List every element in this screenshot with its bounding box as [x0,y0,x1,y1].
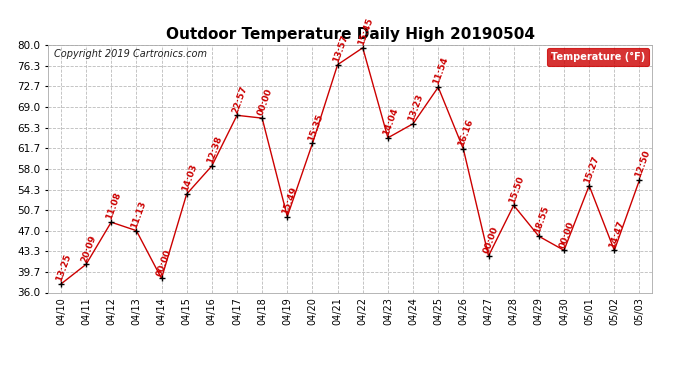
Text: 00:00: 00:00 [482,225,500,255]
Text: 13:23: 13:23 [406,93,425,123]
Text: 13:57: 13:57 [331,33,349,63]
Text: 00:00: 00:00 [155,248,173,278]
Text: 20:09: 20:09 [79,233,98,263]
Text: 15:50: 15:50 [507,174,526,204]
Text: 14:04: 14:04 [382,106,400,137]
Text: 14:03: 14:03 [180,163,199,193]
Text: 22:57: 22:57 [230,84,249,114]
Text: 11:54: 11:54 [432,56,450,86]
Text: 12:38: 12:38 [206,135,224,165]
Text: 00:00: 00:00 [256,87,274,117]
Text: 11:13: 11:13 [130,200,148,230]
Text: 18:55: 18:55 [533,205,551,235]
Text: 14:47: 14:47 [608,219,627,249]
Text: 16:16: 16:16 [457,118,475,148]
Legend: Temperature (°F): Temperature (°F) [547,48,649,66]
Text: 15:27: 15:27 [583,154,601,184]
Text: 13:25: 13:25 [55,253,72,283]
Title: Outdoor Temperature Daily High 20190504: Outdoor Temperature Daily High 20190504 [166,27,535,42]
Text: 15:35: 15:35 [306,112,324,142]
Text: 15:45: 15:45 [356,16,375,47]
Text: 15:49: 15:49 [281,185,299,215]
Text: 11:08: 11:08 [105,191,123,221]
Text: 00:00: 00:00 [558,220,575,249]
Text: Copyright 2019 Cartronics.com: Copyright 2019 Cartronics.com [55,49,207,59]
Text: 12:50: 12:50 [633,149,651,179]
